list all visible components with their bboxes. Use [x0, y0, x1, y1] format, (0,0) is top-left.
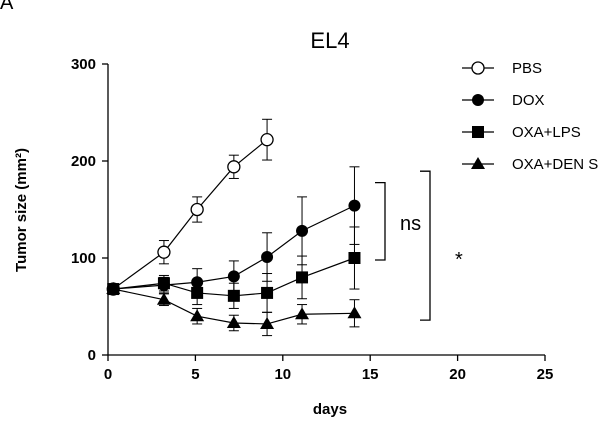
- data-point: [348, 199, 361, 212]
- legend-label: DOX: [512, 92, 545, 109]
- x-tick-label: 25: [537, 366, 554, 383]
- legend-marker: [471, 157, 485, 169]
- legend-label: PBS: [512, 60, 542, 77]
- y-tick-label: 200: [71, 153, 96, 170]
- data-point: [296, 271, 309, 284]
- legend-item: OXA+LPS: [462, 124, 581, 141]
- x-axis-label: days: [313, 401, 347, 418]
- data-point: [261, 251, 274, 264]
- significance-label-star: *: [455, 249, 463, 271]
- chart-title: EL4: [310, 28, 349, 53]
- series-line: [112, 139, 268, 290]
- data-point: [190, 309, 205, 322]
- significance-bracket-star: *: [420, 170, 463, 321]
- data-point: [190, 202, 204, 217]
- data-point: [227, 289, 240, 302]
- legend-item: DOX: [462, 92, 545, 109]
- data-point: [157, 245, 171, 259]
- data-point: [227, 270, 240, 283]
- legend-item: PBS: [462, 60, 542, 77]
- data-point: [295, 307, 310, 320]
- y-tick-label: 300: [71, 56, 96, 73]
- bracket-line: [420, 170, 431, 321]
- data-point: [227, 160, 241, 174]
- legend-marker: [472, 126, 484, 138]
- data-point: [348, 252, 361, 264]
- annotation-layer: ns *: [375, 170, 463, 321]
- y-tick-label: 0: [88, 347, 96, 364]
- data-point: [156, 292, 171, 305]
- y-axis-label: Tumor size (mm²): [13, 148, 30, 272]
- legend-marker: [472, 94, 484, 106]
- significance-label-ns: ns: [400, 213, 421, 235]
- significance-bracket-ns: ns: [375, 181, 421, 261]
- bracket-line: [375, 181, 386, 261]
- series-layer: [106, 118, 362, 337]
- data-point: [191, 286, 204, 299]
- panel-letter: A: [0, 0, 14, 14]
- legend: PBS DOX OXA+LPS OXA+DEN S: [462, 60, 598, 173]
- x-tick-label: 20: [449, 366, 466, 383]
- y-tick-label: 100: [71, 250, 96, 267]
- x-tick-label: 15: [362, 366, 379, 383]
- data-point: [157, 277, 170, 290]
- axes: 0 5 10 15 20 25 0 100 200 300: [71, 56, 553, 383]
- data-point: [260, 316, 275, 329]
- legend-item: OXA+DEN S: [462, 156, 598, 173]
- data-point: [260, 133, 274, 147]
- data-point: [261, 286, 274, 299]
- legend-marker: [471, 61, 485, 75]
- series-oxa-den-s: [106, 282, 362, 337]
- series-dox: [107, 166, 361, 297]
- legend-label: OXA+DEN S: [512, 156, 598, 173]
- data-point: [106, 282, 121, 295]
- data-point: [226, 315, 241, 328]
- x-tick-label: 5: [191, 366, 199, 383]
- legend-label: OXA+LPS: [512, 124, 581, 141]
- x-tick-label: 10: [274, 366, 291, 383]
- data-point: [296, 224, 309, 237]
- x-tick-label: 0: [104, 366, 112, 383]
- data-point: [347, 306, 362, 319]
